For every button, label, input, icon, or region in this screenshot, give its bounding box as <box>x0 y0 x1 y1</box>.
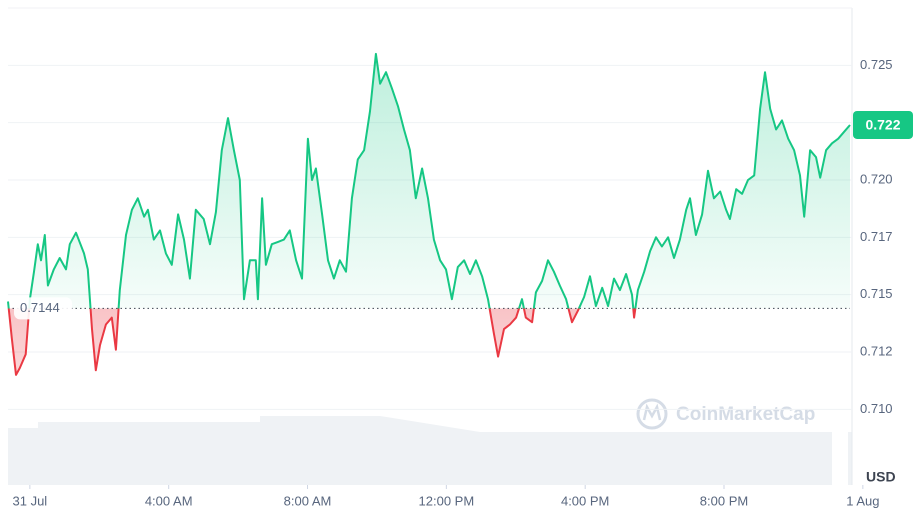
y-tick-label: 0.717 <box>860 229 893 244</box>
currency-label: USD <box>866 469 896 485</box>
watermark: CoinMarketCap <box>636 398 815 430</box>
price-line <box>7 52 851 376</box>
y-tick-label: 0.710 <box>860 401 893 416</box>
x-tick-label: 8:00 PM <box>700 493 748 508</box>
x-tick-label: 31 Jul <box>13 493 48 508</box>
watermark-text: CoinMarketCap <box>676 404 815 425</box>
baseline-badge <box>14 297 72 320</box>
x-tick-label: 4:00 AM <box>145 493 193 508</box>
x-tick-label: 1 Aug <box>846 493 879 508</box>
baseline-label: 0.7144 <box>20 300 60 315</box>
watermark-logo <box>636 398 668 430</box>
watermark-logo-m <box>642 403 662 421</box>
area-fill <box>8 53 850 375</box>
volume-background <box>8 416 852 485</box>
y-tick-label: 0.715 <box>860 286 893 301</box>
y-tick-label: 0.725 <box>860 57 893 72</box>
y-tick-label: 0.712 <box>860 343 893 358</box>
x-tick-label: 8:00 AM <box>284 493 332 508</box>
y-tick-label: 0.720 <box>860 171 893 186</box>
x-tick-label: 12:00 PM <box>419 493 475 508</box>
labels: 0.710 0.712 0.715 0.717 0.720 0.722 0.725 31 Ju… <box>13 57 913 508</box>
grid <box>8 64 864 489</box>
plot <box>7 52 851 376</box>
last-price-label: 0.722 <box>865 117 900 133</box>
x-tick-label: 4:00 PM <box>561 493 609 508</box>
last-price-badge <box>853 110 913 139</box>
